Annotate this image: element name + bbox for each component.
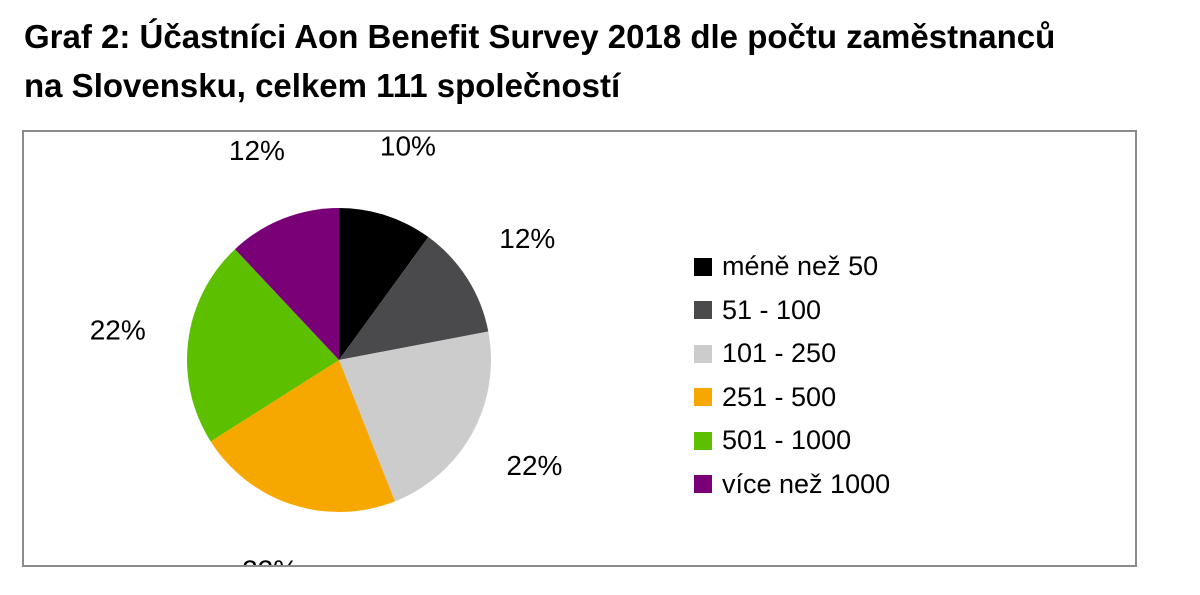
chart-title: Graf 2: Účastníci Aon Benefit Survey 201… [24,12,1194,110]
legend-label: 251 - 500 [722,381,837,412]
legend: méně než 50 51 - 100 101 - 250 251 - 500… [694,245,994,506]
legend-label: více než 1000 [722,468,891,499]
pie-data-label: 22% [242,554,298,565]
chart-title-line-1: Graf 2: Účastníci Aon Benefit Survey 201… [24,18,1056,55]
pie-slice [234,208,339,360]
chart-title-line-2: na Slovensku, celkem 111 společností [24,67,621,104]
pie-chart: 10% 12% 22% 22% 22% 12% [90,132,563,565]
legend-item: více než 1000 [694,463,994,507]
legend-swatch [694,257,712,276]
chart-area: 10% 12% 22% 22% 22% 12% méně než 50 51 - 100 … [22,130,1137,567]
legend-swatch [694,431,712,450]
legend-item: méně než 50 [694,245,994,289]
pie-slice [187,249,339,442]
pie-data-label: 10% [380,132,436,161]
legend-swatch [694,301,712,320]
legend-item: 51 - 100 [694,289,994,333]
pie-slice [210,360,395,512]
pie-data-label: 12% [229,135,285,166]
pie-slice [339,208,429,360]
pie-data-label: 22% [506,450,562,481]
pie-data-label: 22% [90,314,146,345]
legend-swatch [694,388,712,407]
legend-label: 101 - 250 [722,338,837,369]
pie-slice [339,237,489,360]
legend-item: 101 - 250 [694,332,994,376]
pie-data-label: 12% [499,223,555,254]
legend-swatch [694,344,712,363]
legend-swatch [694,475,712,494]
legend-label: 501 - 1000 [722,425,852,456]
legend-item: 251 - 500 [694,376,994,420]
legend-item: 501 - 1000 [694,419,994,463]
legend-label: méně než 50 [722,251,879,282]
legend-label: 51 - 100 [722,294,822,325]
pie-slice [339,331,491,502]
